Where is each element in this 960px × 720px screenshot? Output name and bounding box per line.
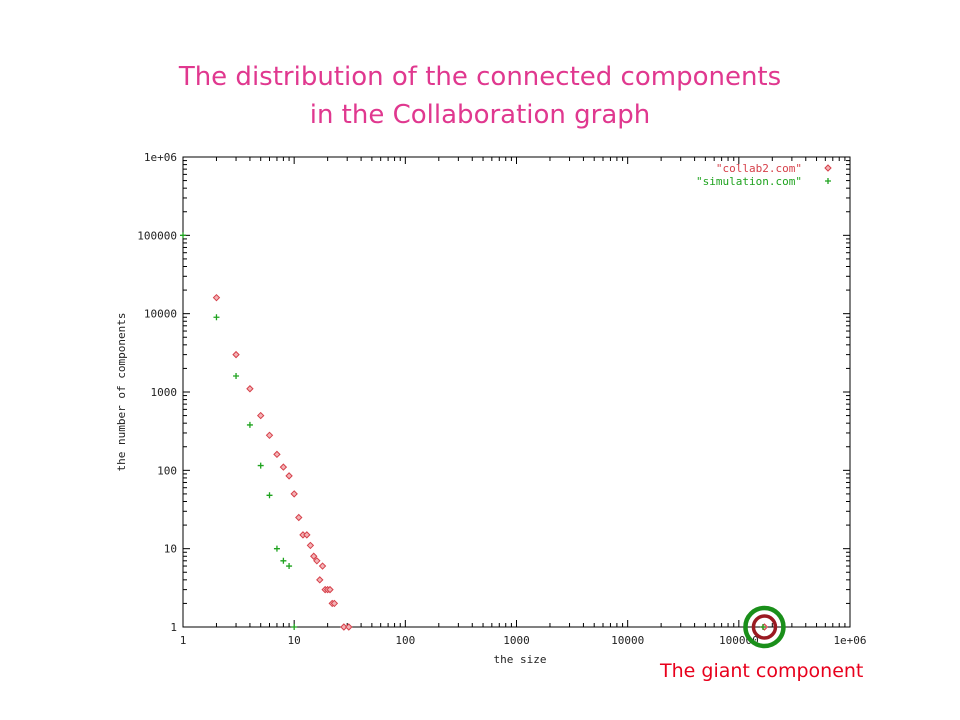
- x-tick-label: 1000: [503, 634, 530, 647]
- collab-point: [290, 490, 298, 498]
- collab-point: [340, 623, 348, 631]
- y-tick-label: 100: [157, 464, 177, 477]
- simulation-point: [273, 545, 280, 552]
- data-points: [180, 232, 769, 631]
- collab-point: [246, 385, 254, 393]
- y-tick-label: 10: [164, 543, 177, 556]
- simulation-point: [246, 421, 253, 428]
- legend-marker-simulation: [825, 178, 831, 184]
- x-tick-label: 1: [180, 634, 187, 647]
- highlight-outer-ring: [743, 605, 786, 649]
- highlight-inner-ring: [751, 614, 778, 640]
- simulation-point: [291, 624, 298, 630]
- collab-point: [318, 562, 327, 570]
- y-tick-label: 1000: [151, 386, 178, 399]
- collab-point: [256, 411, 265, 420]
- x-tick-label: 1e+06: [833, 634, 866, 647]
- collab-point: [273, 450, 281, 459]
- collab-point: [326, 585, 334, 594]
- collab-point: [279, 463, 288, 471]
- title-line-2: in the Collaboration graph: [309, 100, 651, 130]
- legend: "collab2.com""simulation.com": [696, 162, 832, 188]
- simulation-point: [257, 462, 264, 469]
- y-tick-label: 10000: [144, 308, 177, 321]
- axis-ticks: 1 10 100 1000 10000 100000 1e+06 1 10 100 1000 1000…: [137, 151, 866, 647]
- collab-point: [345, 623, 353, 631]
- x-axis-label: the size: [494, 653, 547, 666]
- simulation-point: [213, 314, 220, 321]
- collab-point: [306, 541, 315, 550]
- simulation-point: [760, 624, 767, 630]
- simulation-point: [280, 557, 287, 564]
- title-line-1: The distribution of the connected compon…: [178, 62, 782, 92]
- giant-component-annotation: The giant component: [660, 660, 864, 682]
- legend-label-collab: "collab2.com": [716, 162, 802, 175]
- collab-point: [232, 350, 240, 359]
- collab-point: [330, 599, 339, 608]
- y-tick-label: 1e+06: [144, 151, 177, 164]
- collab-point: [316, 576, 324, 584]
- giant-component-highlight: [743, 605, 786, 649]
- y-tick-label: 100000: [137, 229, 177, 242]
- collab-point: [265, 431, 274, 440]
- chart-title: The distribution of the connected compon…: [0, 58, 960, 134]
- x-tick-label: 10000: [611, 634, 644, 647]
- collab-point: [310, 552, 318, 560]
- simulation-point: [286, 563, 293, 570]
- y-tick-label: 1: [170, 621, 177, 634]
- collab-point: [303, 531, 311, 539]
- plot-frame: [182, 156, 851, 628]
- collab-point: [295, 513, 303, 522]
- simulation-point: [266, 492, 273, 499]
- legend-label-simulation: "simulation.com": [696, 175, 802, 188]
- collab-point: [285, 472, 293, 480]
- simulation-point: [180, 232, 186, 239]
- legend-marker-collab: [824, 164, 832, 172]
- x-tick-label: 10: [288, 634, 301, 647]
- collab-point: [313, 557, 321, 565]
- simulation-point: [233, 373, 240, 380]
- collab-point: [212, 293, 221, 302]
- x-tick-label: 100: [395, 634, 415, 647]
- y-axis-label: the number of components: [115, 313, 128, 472]
